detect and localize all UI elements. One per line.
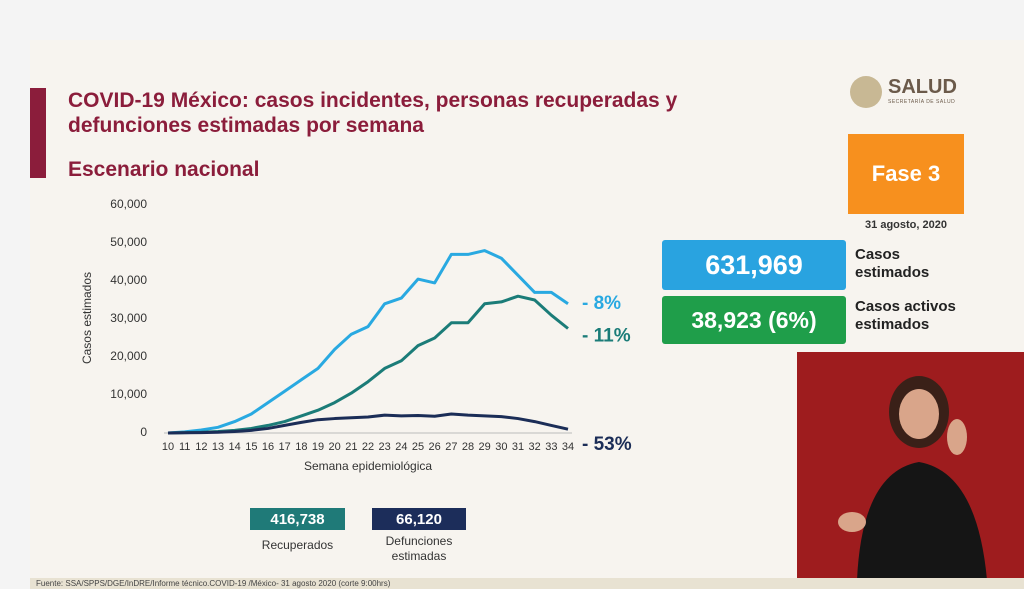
x-tick-label: 11 (179, 441, 190, 453)
recovered-value: 416,738 (250, 508, 345, 530)
x-tick-label: 13 (212, 441, 224, 453)
deaths-label: Defunciones estimadas (385, 534, 453, 563)
date: 31 agosto, 2020 (865, 219, 947, 231)
y-tick-label: 10,000 (110, 387, 147, 401)
interpreter-figure (838, 376, 987, 580)
x-tick-label: 21 (345, 441, 357, 453)
x-tick-label: 24 (395, 441, 407, 453)
x-tick-label: 18 (295, 441, 307, 453)
recovered-label: Recuperados (261, 538, 334, 552)
series-line (167, 412, 569, 435)
x-tick-label: 30 (495, 441, 507, 453)
y-axis-label: Casos estimados (80, 272, 94, 364)
x-tick-label: 25 (412, 441, 424, 453)
x-tick-label: 34 (562, 441, 574, 453)
x-tick-label: 29 (479, 441, 491, 453)
x-axis-label: Semana epidemiológica (304, 459, 432, 473)
estimated-cases-label: Casos estimados (855, 246, 930, 281)
active-cases-value: 38,923 (6%) (662, 296, 846, 344)
x-tick-label: 20 (329, 441, 341, 453)
x-tick-label: 12 (195, 441, 207, 453)
x-tick-label: 22 (362, 441, 374, 453)
logo-subname: SECRETARÍA DE SALUD (888, 99, 956, 105)
series-line (167, 294, 569, 435)
estimated-cases-value: 631,969 (662, 240, 846, 290)
x-tick-label: 10 (162, 441, 174, 453)
accent-bar (30, 88, 46, 178)
x-tick-label: 14 (229, 441, 241, 453)
x-tick-label: 23 (379, 441, 391, 453)
x-tick-label: 17 (279, 441, 291, 453)
deaths-value: 66,120 (372, 508, 466, 530)
interpreter-video (797, 352, 1024, 580)
source-note: Fuente: SSA/SPPS/DGE/InDRE/Informe técni… (30, 578, 1024, 589)
x-tick-label: 15 (245, 441, 257, 453)
logo-name: SALUD (888, 76, 957, 98)
x-tick-label: 32 (529, 441, 541, 453)
logo-seal (850, 76, 882, 108)
x-tick-label: 33 (545, 441, 557, 453)
series-line (167, 249, 569, 435)
slide-subtitle: Escenario nacional (68, 158, 260, 181)
y-tick-label: 60,000 (110, 197, 147, 211)
x-tick-label: 27 (445, 441, 457, 453)
phase-box: Fase 3 (848, 134, 964, 214)
active-cases-label: Casos activos estimados (855, 298, 956, 333)
x-tick-label: 16 (262, 441, 274, 453)
y-tick-label: 20,000 (110, 349, 147, 363)
y-tick-label: 30,000 (110, 311, 147, 325)
end-label: - 53% (582, 434, 632, 455)
end-label: - 11% (582, 326, 631, 347)
y-tick-label: 50,000 (110, 235, 147, 249)
end-label: - 8% (582, 293, 621, 314)
y-tick-label: 40,000 (110, 273, 147, 287)
chart: Casos estimados Semana epidemiológica 0 1… (80, 197, 632, 473)
x-tick-label: 28 (462, 441, 474, 453)
y-tick-label: 0 (140, 425, 147, 439)
x-tick-label: 26 (429, 441, 441, 453)
slide-title: COVID-19 México: casos incidentes, perso… (68, 89, 678, 137)
x-tick-label: 31 (512, 441, 524, 453)
x-tick-label: 19 (312, 441, 324, 453)
